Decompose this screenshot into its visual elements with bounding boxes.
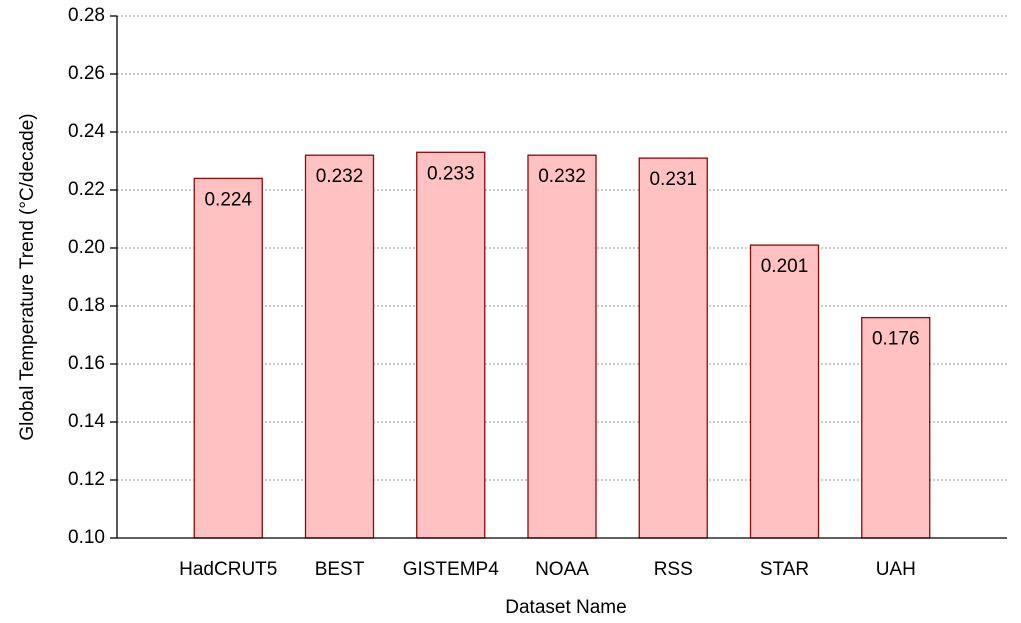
- y-tick-label: 0.10: [68, 527, 105, 548]
- bar: [861, 316, 931, 539]
- x-tick-label: HadCRUT5: [179, 559, 277, 580]
- value-label: 0.201: [761, 256, 809, 277]
- y-tick-label: 0.20: [68, 237, 105, 258]
- y-tick-label: 0.24: [68, 121, 105, 142]
- y-tick-label: 0.28: [68, 5, 105, 26]
- y-tick-label: 0.12: [68, 469, 105, 490]
- x-tick-label: RSS: [654, 559, 693, 580]
- y-tick-label: 0.14: [68, 411, 105, 432]
- x-tick-label: UAH: [876, 559, 916, 580]
- value-label: 0.233: [427, 163, 475, 184]
- value-label: 0.232: [316, 166, 364, 187]
- bar: [749, 244, 820, 539]
- value-label: 0.224: [204, 189, 252, 210]
- bar: [638, 157, 708, 539]
- x-axis-title: Dataset Name: [505, 597, 626, 618]
- value-label: 0.231: [649, 169, 697, 190]
- y-axis-title: Global Temperature Trend (°C/decade): [17, 113, 38, 440]
- bar: [193, 177, 263, 539]
- y-tick-label: 0.16: [68, 353, 105, 374]
- y-tick-label: 0.26: [68, 63, 105, 84]
- bar: [416, 151, 486, 539]
- y-tick-label: 0.18: [68, 295, 105, 316]
- x-tick-label: NOAA: [535, 559, 589, 580]
- x-tick-label: GISTEMP4: [403, 559, 500, 580]
- bar: [304, 154, 375, 539]
- bar: [527, 154, 597, 539]
- x-tick-label: STAR: [760, 559, 809, 580]
- value-label: 0.176: [872, 329, 920, 350]
- x-tick-label: BEST: [315, 559, 365, 580]
- value-label: 0.232: [538, 166, 586, 187]
- y-tick-label: 0.22: [68, 179, 105, 200]
